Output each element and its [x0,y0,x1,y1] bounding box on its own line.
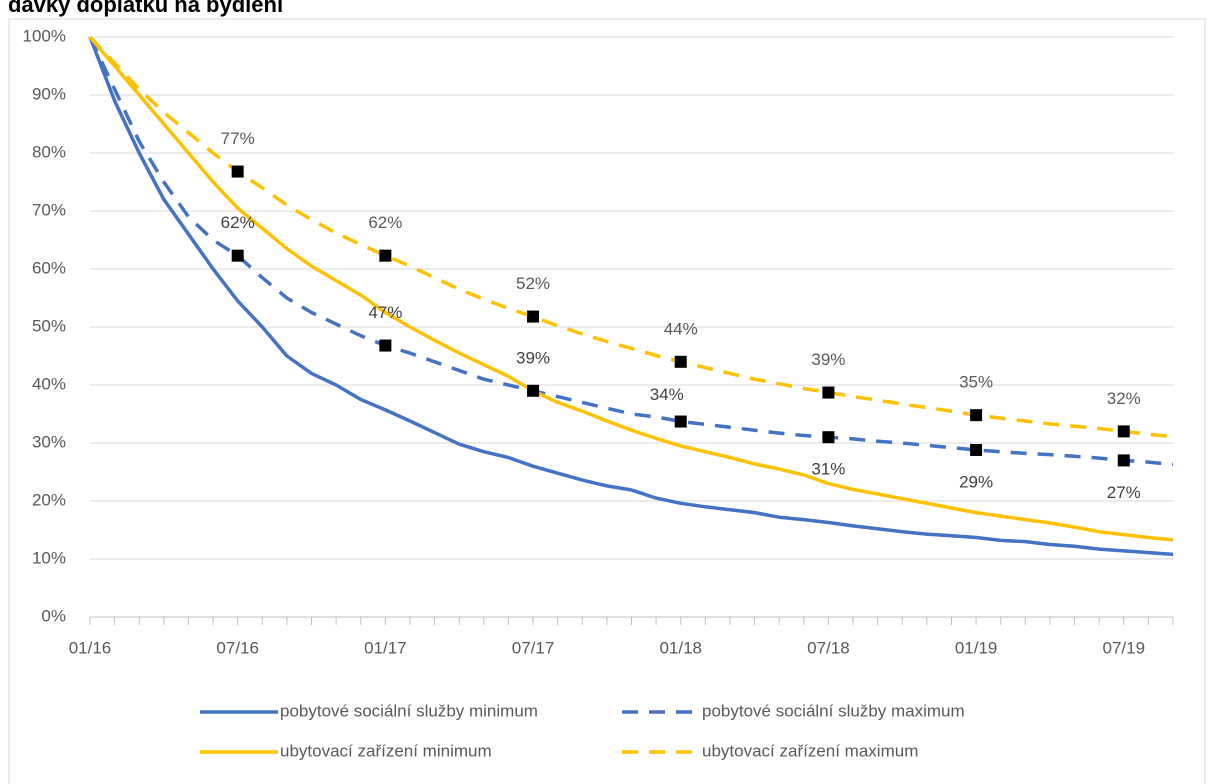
x-tick-label: 01/17 [364,638,407,657]
data-marker [970,443,983,456]
series-line [88,36,1174,557]
chart-title: dávky doplatku na bydlení [8,0,284,17]
y-tick-label: 40% [32,374,66,393]
data-marker [379,339,392,352]
chart-frame [8,18,1206,784]
y-tick-label: 100% [23,26,66,45]
series-line [88,35,1174,542]
data-marker [379,249,392,262]
x-tick-label: 07/18 [807,638,850,657]
data-marker [822,431,835,444]
y-tick-label: 30% [32,432,66,451]
data-label: 62% [221,213,255,232]
y-tick-label: 70% [32,200,66,219]
data-label: 34% [650,385,684,404]
y-tick-label: 60% [32,258,66,277]
data-marker [970,409,983,422]
x-tick-label: 07/16 [216,638,259,657]
y-tick-label: 80% [32,142,66,161]
data-label: 39% [811,350,845,369]
x-tick-label: 01/18 [659,638,702,657]
legend-label: pobytové sociální služby maximum [702,701,965,720]
y-tick-label: 10% [32,548,66,567]
data-marker [822,386,835,399]
series-line [88,35,1174,439]
y-tick-label: 50% [32,316,66,335]
data-marker [1117,425,1130,438]
data-label: 62% [368,213,402,232]
legend-label: ubytovací zařízení maximum [702,741,918,760]
data-marker [231,165,244,178]
data-label: 44% [664,319,698,338]
data-marker [527,310,540,323]
y-tick-label: 0% [41,606,66,625]
series-line [88,36,1174,467]
x-tick-label: 07/19 [1102,638,1145,657]
data-marker [527,384,540,397]
data-marker [1117,454,1130,467]
data-label: 47% [368,303,402,322]
legend-label: ubytovací zařízení minimum [280,741,492,760]
data-marker [231,249,244,262]
data-label: 29% [959,472,993,491]
x-tick-label: 01/16 [69,638,112,657]
x-tick-label: 01/19 [955,638,998,657]
data-label: 77% [221,129,255,148]
data-label: 35% [959,373,993,392]
legend-label: pobytové sociální služby minimum [280,701,538,720]
data-label: 31% [811,460,845,479]
data-label: 32% [1107,389,1141,408]
data-label: 27% [1107,483,1141,502]
data-marker [674,355,687,368]
data-label: 39% [516,348,550,367]
data-marker [674,415,687,428]
data-label: 52% [516,274,550,293]
y-tick-label: 20% [32,490,66,509]
x-tick-label: 07/17 [512,638,555,657]
y-tick-label: 90% [32,84,66,103]
